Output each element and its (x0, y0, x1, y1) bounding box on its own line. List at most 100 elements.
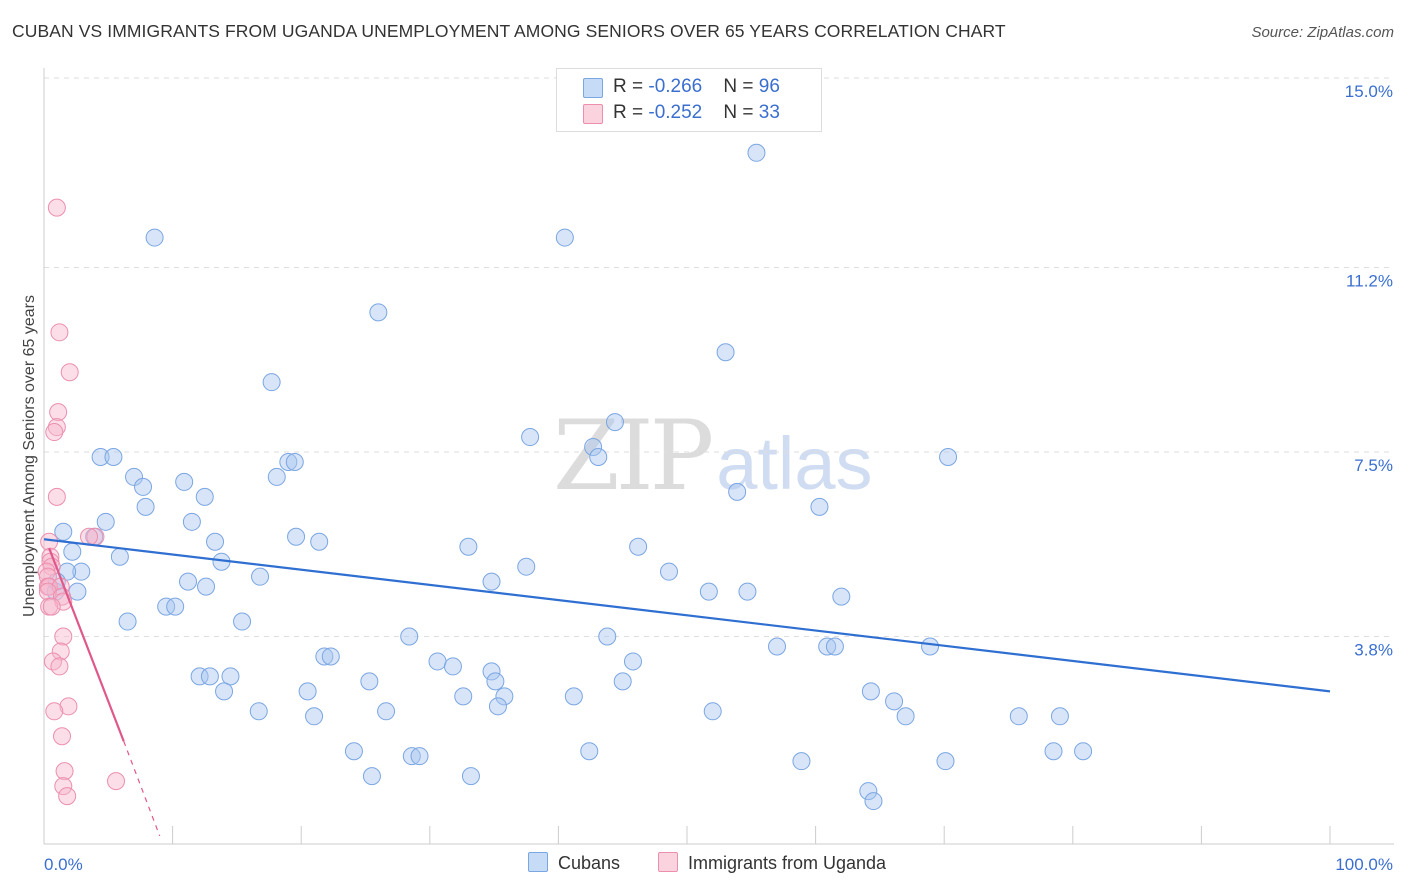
cuban-point (659, 562, 678, 581)
y-tick-label: 7.5% (1354, 456, 1393, 475)
cuban-point (1050, 707, 1069, 726)
uganda-point (42, 557, 61, 576)
uganda-point (47, 198, 66, 217)
cuban-point (215, 682, 234, 701)
cuban-point (287, 527, 306, 546)
cuban-point (825, 637, 844, 656)
cuban-point (315, 647, 334, 666)
cuban-point (461, 767, 480, 786)
cuban-point (110, 547, 129, 566)
correlation-legend: R = -0.266 N = 96 R = -0.252 N = 33 (556, 68, 822, 132)
cuban-point (482, 572, 501, 591)
cuban-point (584, 438, 603, 457)
uganda-point (54, 777, 73, 796)
cuban-point (136, 497, 155, 516)
legend-text-uganda: R = -0.252 N = 33 (613, 102, 780, 123)
cuban-point (486, 672, 505, 691)
data-points (37, 143, 1093, 811)
cuban-point (832, 587, 851, 606)
uganda-point (51, 642, 70, 661)
uganda-point (54, 627, 73, 646)
uganda-trend-line (48, 547, 125, 742)
watermark-zip: ZIP (553, 400, 714, 512)
cuban-point (738, 582, 757, 601)
cuban-point (166, 597, 185, 616)
cuban-point (195, 487, 214, 506)
cuban-point (488, 697, 507, 716)
y-tick-label: 3.8% (1354, 641, 1393, 660)
cuban-point (818, 637, 837, 656)
cuban-point (362, 767, 381, 786)
uganda-point (80, 527, 99, 546)
cuban-point (190, 667, 209, 686)
legend-text-cubans: R = -0.266 N = 96 (613, 76, 780, 97)
cuban-point (428, 652, 447, 671)
uganda-point (49, 403, 68, 422)
cuban-point (939, 447, 958, 466)
x-tick-label-min: 0.0% (44, 855, 83, 874)
cuban-point (623, 652, 642, 671)
cuban-point (179, 572, 198, 591)
cuban-point (91, 447, 110, 466)
cuban-point (206, 532, 225, 551)
cuban-point (1074, 742, 1093, 761)
cuban-point (589, 447, 608, 466)
cuban-point (344, 742, 363, 761)
cuban-point (1009, 707, 1028, 726)
uganda-point (59, 697, 78, 716)
cuban-point (459, 537, 478, 556)
cuban-point (305, 707, 324, 726)
cuban-point (157, 597, 176, 616)
watermark-atlas: atlas (716, 422, 873, 505)
cuban-point (262, 373, 281, 392)
uganda-point (53, 727, 72, 746)
cuban-point (792, 752, 811, 771)
legend-swatch-uganda (583, 104, 603, 124)
cuban-point (859, 782, 878, 801)
uganda-point (40, 532, 59, 551)
cuban-point (145, 228, 164, 247)
cuban-point (716, 343, 735, 362)
cuban-point (699, 582, 718, 601)
tick-labels: 3.8% 7.5% 11.2% 15.0% 0.0% 100.0% (44, 82, 1393, 874)
cuban-point (728, 482, 747, 501)
x-tick-label-max: 100.0% (1335, 855, 1393, 874)
uganda-point (55, 762, 74, 781)
cuban-point (454, 687, 473, 706)
uganda-point (45, 702, 64, 721)
cuban-point (298, 682, 317, 701)
cuban-point (521, 428, 540, 447)
uganda-point (60, 363, 79, 382)
bottom-legend-cubans: Cubans (528, 852, 620, 874)
cuban-point (321, 647, 340, 666)
uganda-trend-line-extension (123, 741, 161, 837)
cuban-point (182, 512, 201, 531)
cuban-point (63, 542, 82, 561)
cuban-point (936, 752, 955, 771)
y-tick-label: 11.2% (1346, 271, 1393, 290)
cuban-point (443, 657, 462, 676)
cuban-point (221, 667, 240, 686)
bottom-legend-swatch-uganda (658, 852, 678, 872)
watermark: ZIPatlas (553, 400, 873, 512)
bottom-legend-uganda: Immigrants from Uganda (658, 852, 886, 874)
cuban-point (310, 532, 329, 551)
cuban-point (249, 702, 268, 721)
bottom-legend-swatch-cubans (528, 852, 548, 872)
cuban-point (104, 447, 123, 466)
cuban-trend-line (43, 538, 1331, 693)
cuban-point (200, 667, 219, 686)
uganda-point (47, 487, 66, 506)
uganda-point (58, 787, 77, 806)
uganda-point (42, 597, 61, 616)
cuban-point (279, 452, 298, 471)
uganda-point (47, 418, 66, 437)
cuban-point (118, 612, 137, 631)
cuban-point (495, 687, 514, 706)
cuban-point (197, 577, 216, 596)
cuban-point (377, 702, 396, 721)
cuban-point (96, 512, 115, 531)
cuban-point (517, 557, 536, 576)
uganda-point (107, 772, 126, 791)
y-tick-label: 15.0% (1345, 82, 1393, 101)
